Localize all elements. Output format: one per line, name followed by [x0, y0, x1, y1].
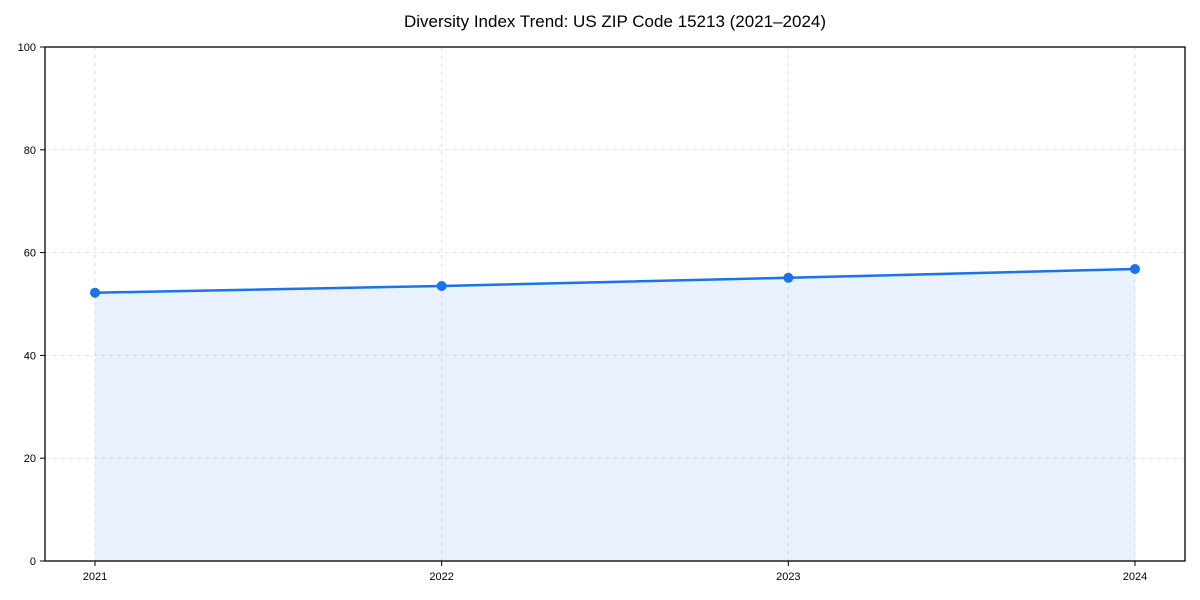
- plot-spines: [44, 46, 1186, 562]
- y-tick-label: 20: [24, 453, 36, 465]
- x-tick-label: 2024: [1123, 571, 1147, 583]
- data-point: [1130, 264, 1140, 275]
- data-points: [90, 264, 1140, 298]
- axis-ticks: [40, 46, 1136, 566]
- data-point: [783, 272, 794, 283]
- trend-line: [93, 267, 1137, 294]
- axis-tick-labels: 0 20 40 60 80 100 2021 2022 2023 2024: [18, 42, 1148, 583]
- y-tick-label: 40: [24, 350, 36, 362]
- y-tick-label: 80: [24, 145, 36, 157]
- chart-title: Diversity Index Trend: US ZIP Code 15213…: [403, 12, 827, 31]
- y-tick-label: 60: [24, 248, 36, 260]
- area-fill: [95, 269, 1135, 561]
- y-tick-label: 100: [18, 42, 36, 54]
- y-tick-label: 0: [30, 556, 36, 568]
- x-tick-label: 2023: [776, 571, 800, 583]
- x-tick-label: 2021: [83, 571, 107, 583]
- x-tick-label: 2022: [429, 571, 453, 583]
- data-point: [436, 281, 447, 292]
- data-point: [90, 287, 100, 298]
